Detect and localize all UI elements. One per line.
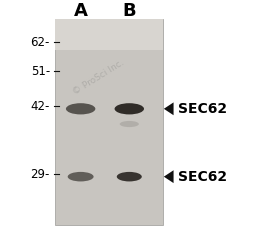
Ellipse shape — [115, 103, 144, 114]
Bar — [55, 19, 163, 225]
Polygon shape — [164, 170, 174, 183]
Bar — [55, 19, 163, 50]
Ellipse shape — [68, 172, 94, 181]
Ellipse shape — [66, 103, 95, 114]
Text: 62-: 62- — [30, 36, 50, 49]
Text: SEC62: SEC62 — [178, 102, 227, 116]
Ellipse shape — [120, 121, 139, 127]
Text: 51-: 51- — [31, 65, 50, 78]
Ellipse shape — [117, 172, 142, 181]
Text: A: A — [74, 2, 88, 19]
Text: B: B — [122, 2, 136, 19]
Polygon shape — [164, 102, 174, 115]
Text: 29-: 29- — [30, 168, 50, 181]
Text: SEC62: SEC62 — [178, 170, 227, 184]
Text: © ProSci Inc.: © ProSci Inc. — [71, 58, 126, 97]
Text: 42-: 42- — [30, 100, 50, 113]
